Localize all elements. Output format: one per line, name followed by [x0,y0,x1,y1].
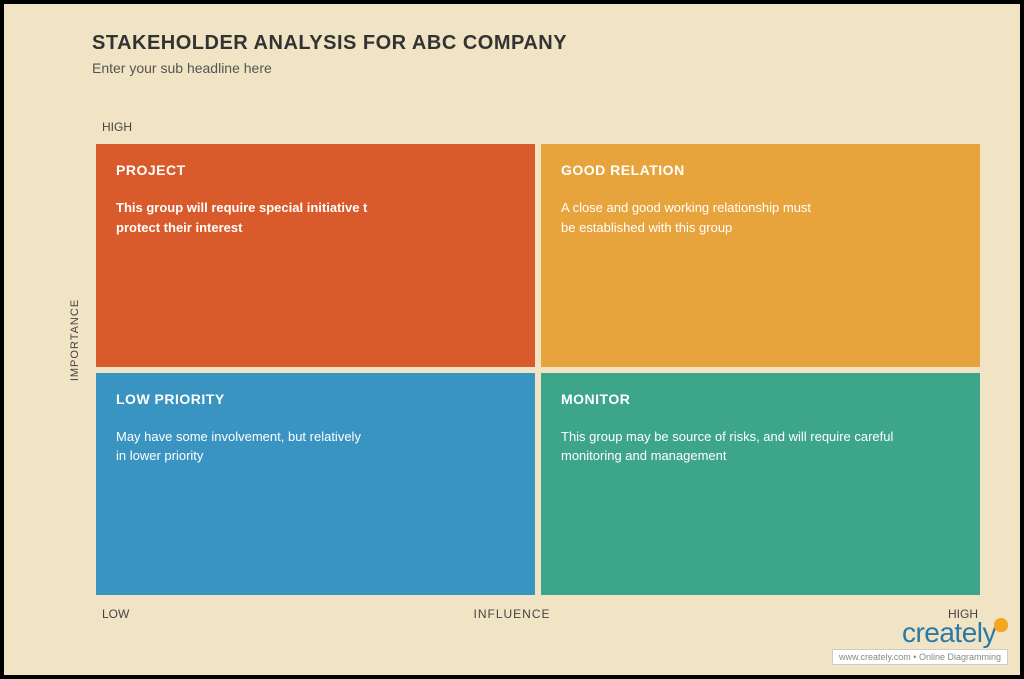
bulb-icon [994,618,1008,632]
quadrant-matrix: PROJECT This group will require special … [96,144,980,595]
y-axis-high: HIGH [102,120,132,134]
x-axis-label: INFLUENCE [473,607,550,621]
quadrant-body: This group will require special initiati… [116,198,515,237]
logo-tagline: www.creately.com • Online Diagramming [832,649,1008,665]
quadrant-body: May have some involvement, but relativel… [116,427,515,466]
quadrant-title: PROJECT [116,162,515,178]
subtitle: Enter your sub headline here [92,60,272,76]
quadrant-body: This group may be source of risks, and w… [561,427,960,466]
quadrant-title: MONITOR [561,391,960,407]
quadrant-top-right: GOOD RELATION A close and good working r… [541,144,980,367]
logo-text: creately [902,617,996,648]
logo-wordmark: creately [832,619,1008,647]
main-title: STAKEHOLDER ANALYSIS FOR ABC COMPANY [92,32,567,55]
diagram-canvas: STAKEHOLDER ANALYSIS FOR ABC COMPANY Ent… [4,4,1020,675]
quadrant-bottom-left: LOW PRIORITY May have some involvement, … [96,373,535,596]
quadrant-body: A close and good working relationship mu… [561,198,960,237]
creately-logo: creately www.creately.com • Online Diagr… [832,619,1008,665]
quadrant-top-left: PROJECT This group will require special … [96,144,535,367]
quadrant-bottom-right: MONITOR This group may be source of risk… [541,373,980,596]
quadrant-title: GOOD RELATION [561,162,960,178]
y-axis-label: IMPORTANCE [69,298,81,380]
quadrant-title: LOW PRIORITY [116,391,515,407]
y-axis-low: LOW [102,607,129,621]
